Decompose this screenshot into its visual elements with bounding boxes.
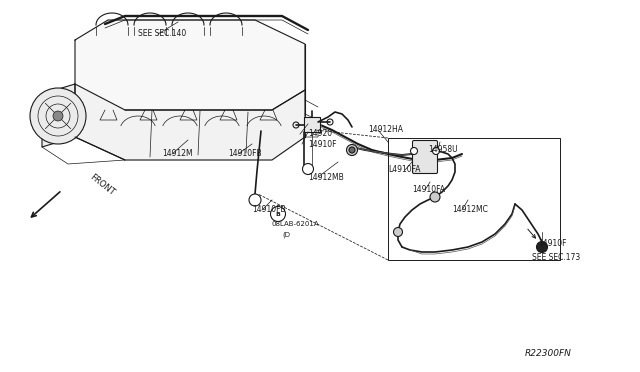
Text: B: B: [276, 212, 280, 217]
Circle shape: [410, 148, 417, 154]
Text: R22300FN: R22300FN: [525, 350, 572, 359]
Text: FRONT: FRONT: [88, 172, 116, 197]
Text: 14912MB: 14912MB: [308, 173, 344, 182]
Circle shape: [536, 241, 547, 253]
FancyBboxPatch shape: [413, 141, 438, 173]
Text: 14910F: 14910F: [538, 240, 566, 248]
Text: L4910FA: L4910FA: [388, 166, 420, 174]
Text: 14910FB: 14910FB: [252, 205, 285, 215]
Circle shape: [430, 192, 440, 202]
Circle shape: [53, 111, 63, 121]
Circle shape: [433, 148, 440, 154]
Text: 14958U: 14958U: [428, 145, 458, 154]
Polygon shape: [75, 84, 305, 160]
Circle shape: [346, 144, 358, 155]
Circle shape: [303, 164, 314, 174]
Polygon shape: [304, 117, 320, 132]
Circle shape: [271, 206, 285, 221]
Text: (D: (D: [282, 232, 290, 238]
Circle shape: [349, 147, 355, 153]
Text: 14910FA: 14910FA: [412, 186, 445, 195]
Text: 14910FB: 14910FB: [228, 150, 262, 158]
Text: 14912HA: 14912HA: [368, 125, 403, 135]
Bar: [388, 138, 560, 260]
Text: 14912MC: 14912MC: [452, 205, 488, 215]
Circle shape: [394, 228, 403, 237]
Polygon shape: [42, 84, 75, 147]
Circle shape: [249, 194, 261, 206]
Text: 14910F: 14910F: [308, 140, 337, 148]
Text: SEE SEC.140: SEE SEC.140: [138, 29, 186, 38]
Text: 14920: 14920: [308, 129, 332, 138]
Text: 14912M: 14912M: [162, 150, 193, 158]
Text: 08LAB-6201A: 08LAB-6201A: [272, 221, 319, 227]
Text: SEE SEC.173: SEE SEC.173: [532, 253, 580, 262]
Polygon shape: [75, 20, 305, 110]
Circle shape: [30, 88, 86, 144]
